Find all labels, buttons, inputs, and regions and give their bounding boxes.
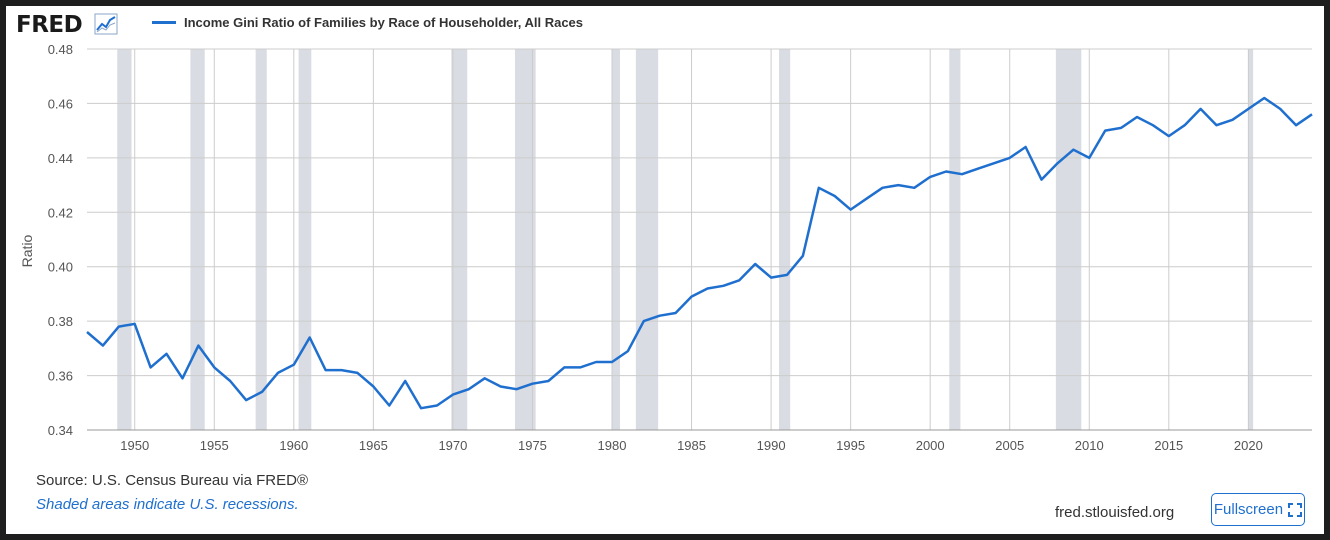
x-tick-label: 1985 [677,438,706,453]
source-text: Source: U.S. Census Bureau via FRED® [36,472,308,489]
x-tick-label: 2020 [1234,438,1263,453]
x-tick-label: 2000 [916,438,945,453]
fullscreen-label: Fullscreen [1213,501,1284,518]
axes: 0.34 0.36 0.38 0.40 0.42 0.44 0.46 0.48 1950 1955… [48,42,1312,453]
recession-band [255,49,267,430]
y-tick-label: 0.40 [48,260,73,275]
recession-band [779,49,791,430]
legend-swatch [152,21,176,24]
recession-band [514,49,536,430]
y-tick-label: 0.34 [48,423,73,438]
series-line [86,96,1313,410]
x-tick-label: 1955 [200,438,229,453]
recession-band [451,49,468,430]
x-tick-label: 2015 [1154,438,1183,453]
recession-shading [117,49,1254,430]
x-tick-label: 1960 [279,438,308,453]
x-tick-label: 2010 [1075,438,1104,453]
x-tick-label: 1990 [757,438,786,453]
line-chart-icon [94,13,118,35]
recession-band [635,49,659,430]
x-tick-label: 1965 [359,438,388,453]
y-axis-label: Ratio [19,234,35,267]
x-tick-label: 1980 [598,438,627,453]
recession-band [298,49,312,430]
fred-logo[interactable]: FRED [16,12,83,38]
x-tick-label: 2005 [995,438,1024,453]
recession-band [612,49,620,430]
legend-label[interactable]: Income Gini Ratio of Families by Race of… [184,15,584,30]
chart-card: FRED Income Gini Ratio of Families by Ra… [6,6,1324,534]
y-tick-label: 0.42 [48,205,73,220]
x-tick-label: 1995 [836,438,865,453]
series [86,96,1313,410]
recession-band [190,49,205,430]
fullscreen-button[interactable]: Fullscreen [1211,493,1305,526]
expand-icon [1288,502,1303,517]
x-tick-label: 1970 [438,438,467,453]
y-tick-label: 0.38 [48,314,73,329]
y-tick-label: 0.48 [48,42,73,57]
recession-band [1055,49,1082,430]
grid [87,48,1312,431]
recession-band [1248,49,1254,430]
recession-note: Shaded areas indicate U.S. recessions. [36,496,299,513]
x-tick-label: 1975 [518,438,547,453]
line-chart: 0.34 0.36 0.38 0.40 0.42 0.44 0.46 0.48 1950 1955… [19,42,1313,453]
y-tick-label: 0.46 [48,96,73,111]
site-url[interactable]: fred.stlouisfed.org [1055,504,1175,521]
recession-band [117,49,132,430]
y-tick-label: 0.36 [48,369,73,384]
y-tick-label: 0.44 [48,151,73,166]
recession-band [949,49,961,430]
x-tick-label: 1950 [120,438,149,453]
legend: Income Gini Ratio of Families by Race of… [152,15,583,30]
